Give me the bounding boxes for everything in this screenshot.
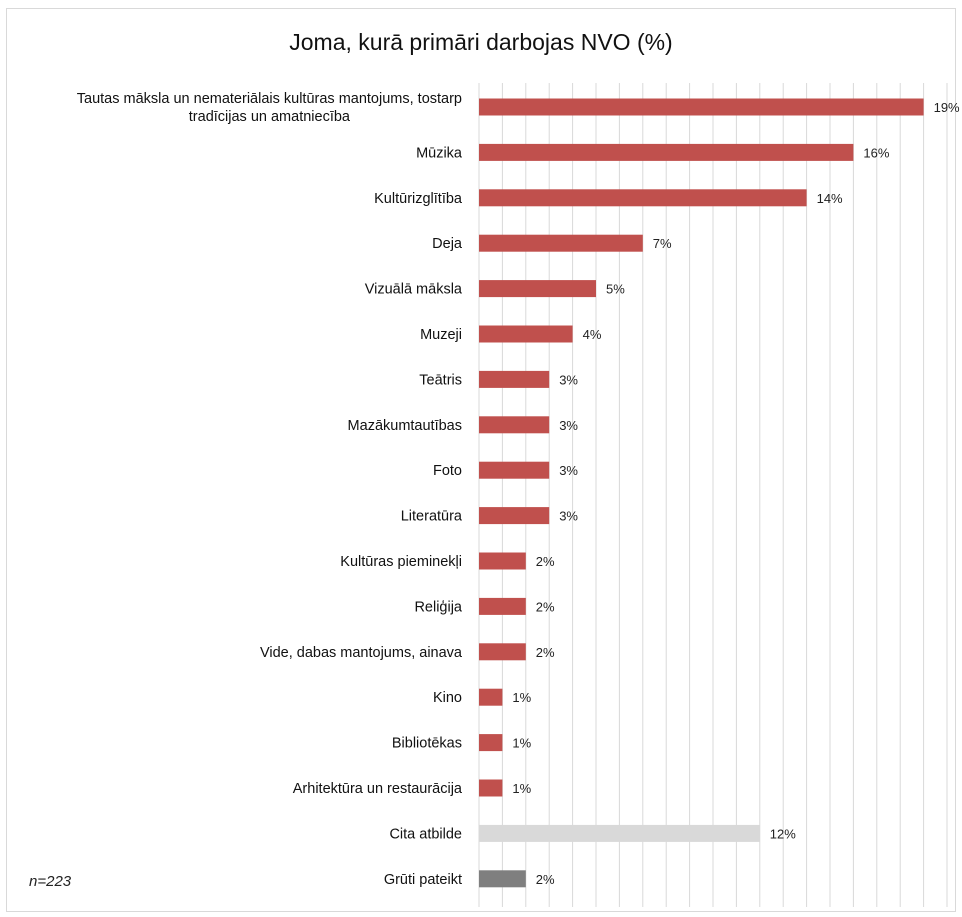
data-label: 1% [512, 781, 531, 796]
category-label: Vide, dabas mantojums, ainava [260, 645, 463, 661]
category-label: Bibliotēkas [392, 736, 462, 752]
data-label: 19% [934, 100, 960, 115]
bar [479, 643, 526, 661]
category-label: Foto [433, 463, 462, 479]
data-label: 5% [606, 282, 625, 297]
data-label: 3% [559, 372, 578, 387]
data-label: 12% [770, 826, 796, 841]
bar [479, 779, 503, 797]
data-label: 4% [583, 327, 602, 342]
category-label: Teātris [419, 372, 462, 388]
data-label: 3% [559, 463, 578, 478]
data-label: 2% [536, 599, 555, 614]
bar [479, 688, 503, 706]
bar [479, 370, 550, 388]
category-label: Kultūras pieminekļi [340, 554, 462, 570]
bar [479, 507, 550, 525]
category-label: Reliģija [414, 599, 462, 615]
bar [479, 461, 550, 479]
data-label: 2% [536, 872, 555, 887]
data-label: 2% [536, 554, 555, 569]
bar [479, 552, 526, 570]
category-label: Mazākumtautības [348, 418, 462, 434]
bar [479, 824, 760, 842]
data-label: 16% [863, 145, 889, 160]
category-label: Kino [433, 690, 462, 706]
category-label: Grūti pateikt [384, 872, 462, 888]
category-label: Cita atbilde [389, 826, 462, 842]
bar [479, 325, 573, 343]
bar [479, 597, 526, 615]
bar [479, 870, 526, 888]
bar [479, 143, 854, 161]
category-label: Arhitektūra un restaurācija [293, 781, 463, 797]
bar [479, 189, 807, 207]
data-label: 1% [512, 690, 531, 705]
data-label: 3% [559, 509, 578, 524]
chart-title: Joma, kurā primāri darbojas NVO (%) [289, 29, 673, 55]
category-label: Vizuālā māksla [365, 282, 463, 298]
data-label: 3% [559, 418, 578, 433]
category-label: Deja [432, 236, 463, 252]
data-label: 2% [536, 645, 555, 660]
data-label: 1% [512, 736, 531, 751]
data-label: 14% [817, 191, 843, 206]
bar [479, 98, 924, 116]
bar [479, 234, 643, 252]
bar [479, 734, 503, 752]
category-label: Muzeji [420, 327, 462, 343]
bar [479, 416, 550, 434]
data-label: 7% [653, 236, 672, 251]
bar [479, 280, 596, 298]
category-label: Tautas māksla un nemateriālais kultūras … [77, 91, 462, 125]
category-label: Kultūrizglītība [374, 191, 463, 207]
category-label: Literatūra [401, 509, 463, 525]
sample-size-note: n=223 [29, 873, 72, 890]
category-label: Mūzika [416, 145, 463, 161]
